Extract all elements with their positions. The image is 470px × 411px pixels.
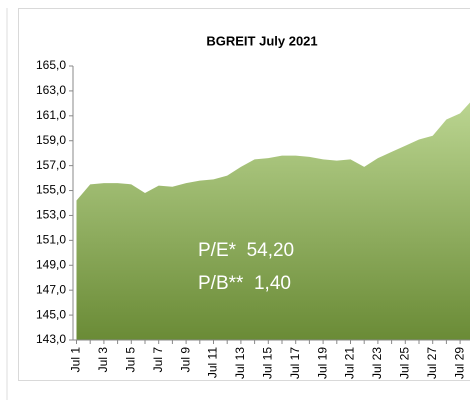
x-tick-label: Jul 19 <box>315 347 329 379</box>
y-tick-label: 145,0 <box>36 307 66 321</box>
x-tick-label: Jul 23 <box>370 347 384 379</box>
y-tick-label: 149,0 <box>36 257 66 271</box>
x-tick-label: Jul 3 <box>96 347 110 373</box>
x-tick-label: Jul 1 <box>69 347 83 373</box>
y-tick-label: 161,0 <box>36 108 66 122</box>
y-tick-label: 143,0 <box>36 332 66 346</box>
x-tick-label: Jul 11 <box>206 347 220 378</box>
x-tick-label: Jul 15 <box>260 347 274 379</box>
annotation: P/B** 1,40 <box>198 273 291 294</box>
chart-title: BGREIT July 2021 <box>206 33 317 48</box>
x-tick-label: Jul 27 <box>425 347 439 379</box>
y-tick-label: 163,0 <box>36 83 66 97</box>
y-tick-label: 165,0 <box>36 58 66 72</box>
x-tick-label: Jul 13 <box>233 347 247 379</box>
y-tick-label: 151,0 <box>36 233 66 247</box>
x-tick-label: Jul 21 <box>343 347 357 379</box>
x-tick-label: Jul 5 <box>123 347 137 373</box>
y-tick-label: 155,0 <box>36 183 66 197</box>
y-tick-label: 157,0 <box>36 158 66 172</box>
y-tick-label: 159,0 <box>36 133 66 147</box>
y-tick-label: 147,0 <box>36 282 66 296</box>
annotation: P/E* 54,20 <box>198 240 294 261</box>
area <box>76 102 470 340</box>
x-tick-label: Jul 7 <box>151 347 165 373</box>
x-tick-label: Jul 25 <box>397 347 411 379</box>
x-tick-label: Jul 9 <box>178 347 192 373</box>
x-tick-label: Jul 17 <box>288 347 302 379</box>
y-tick-label: 153,0 <box>36 208 66 222</box>
x-tick-label: Jul 29 <box>452 347 466 379</box>
